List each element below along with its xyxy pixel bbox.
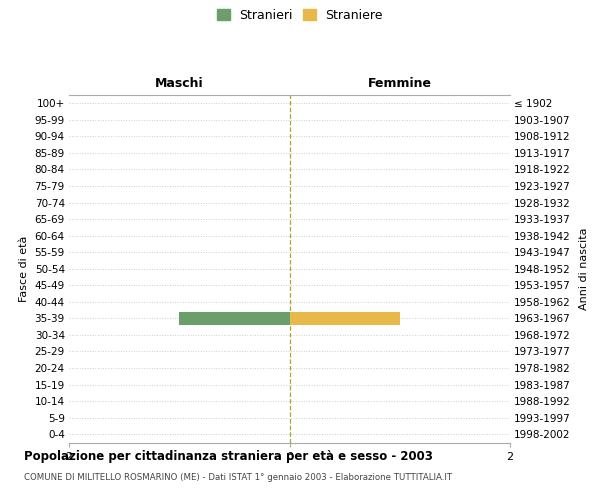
Text: COMUNE DI MILITELLO ROSMARINO (ME) - Dati ISTAT 1° gennaio 2003 - Elaborazione T: COMUNE DI MILITELLO ROSMARINO (ME) - Dat… (24, 472, 452, 482)
Text: Femmine: Femmine (368, 77, 432, 90)
Bar (179, 312, 290, 324)
Bar (290, 312, 400, 324)
Y-axis label: Anni di nascita: Anni di nascita (579, 228, 589, 310)
Text: Popolazione per cittadinanza straniera per età e sesso - 2003: Popolazione per cittadinanza straniera p… (24, 450, 433, 463)
Legend: Stranieri, Straniere: Stranieri, Straniere (215, 6, 386, 24)
Text: Maschi: Maschi (155, 77, 203, 90)
Y-axis label: Fasce di età: Fasce di età (19, 236, 29, 302)
